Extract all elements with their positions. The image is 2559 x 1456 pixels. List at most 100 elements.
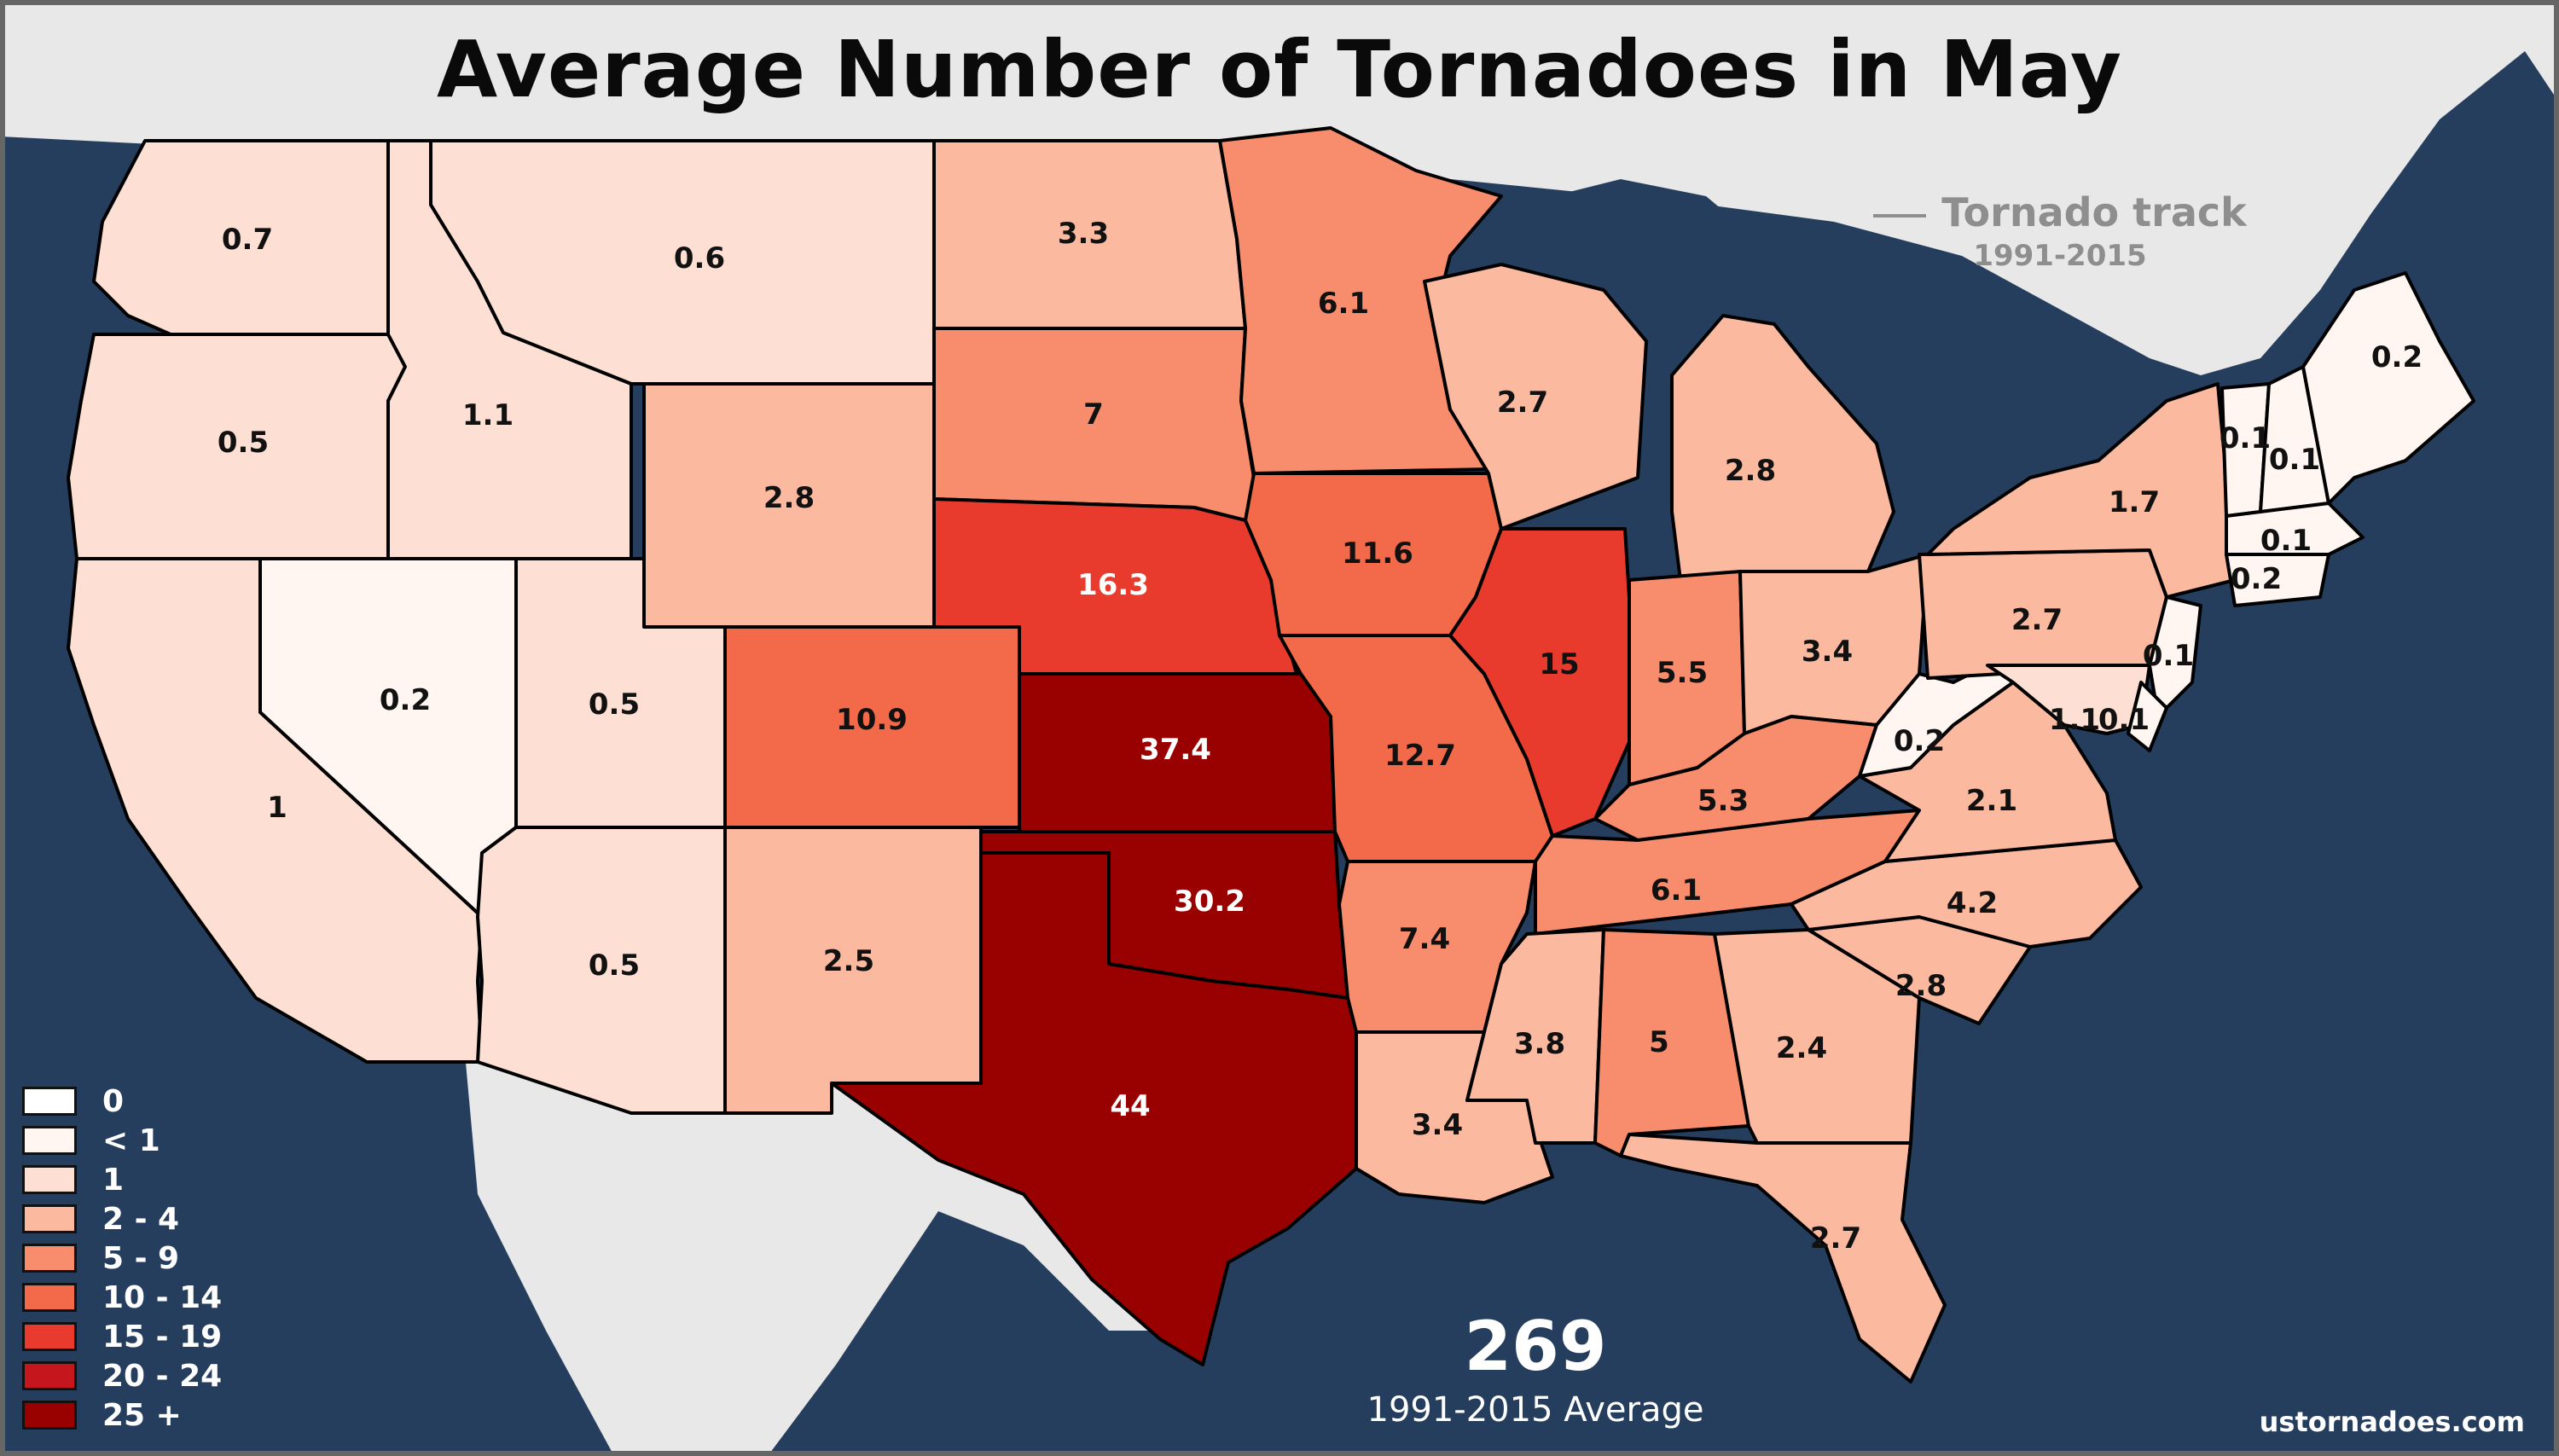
label-kentucky: 5.3 xyxy=(1697,784,1749,818)
legend-swatch xyxy=(22,1126,77,1155)
label-florida: 2.7 xyxy=(1810,1221,1861,1256)
label-massachusetts: 0.1 xyxy=(2260,524,2312,558)
label-california: 1 xyxy=(267,791,287,825)
label-maryland: 1.1 xyxy=(2049,703,2100,737)
total-count: 269 xyxy=(1464,1307,1607,1386)
label-maine: 0.2 xyxy=(2371,340,2423,374)
legend-label: 15 - 19 xyxy=(102,1319,223,1354)
label-north-carolina: 4.2 xyxy=(1947,886,1998,920)
label-south-carolina: 2.8 xyxy=(1895,969,1947,1003)
legend-swatch xyxy=(22,1165,77,1194)
label-north-dakota: 3.3 xyxy=(1058,217,1109,251)
label-new-jersey: 0.1 xyxy=(2143,639,2194,673)
legend-swatch xyxy=(22,1361,77,1390)
legend-row: 1 xyxy=(22,1160,222,1199)
label-wyoming: 2.8 xyxy=(763,481,815,515)
color-legend: 0 < 1 1 2 - 4 5 - 9 10 - 14 15 - 19 20 -… xyxy=(22,1082,222,1435)
legend-label: 1 xyxy=(102,1162,125,1198)
label-oregon: 0.5 xyxy=(218,426,269,460)
legend-label: 2 - 4 xyxy=(102,1201,180,1237)
label-iowa: 11.6 xyxy=(1342,537,1413,571)
label-delaware: 0.1 xyxy=(2098,703,2150,737)
label-montana: 0.6 xyxy=(674,241,725,276)
legend-row: 5 - 9 xyxy=(22,1238,222,1278)
legend-label: < 1 xyxy=(102,1122,160,1158)
legend-swatch xyxy=(22,1401,77,1430)
legend-label: 20 - 24 xyxy=(102,1358,223,1394)
label-virginia: 2.1 xyxy=(1966,784,2017,818)
map-title: Average Number of Tornadoes in May xyxy=(436,24,2123,115)
label-new-hampshire: 0.1 xyxy=(2269,443,2320,477)
legend-label: 5 - 9 xyxy=(102,1240,180,1276)
state-connecticut[interactable] xyxy=(2225,553,2330,607)
lake-huron xyxy=(1842,299,1962,461)
legend-swatch xyxy=(22,1244,77,1273)
label-arkansas: 7.4 xyxy=(1399,922,1450,956)
label-idaho: 1.1 xyxy=(462,398,514,432)
legend-label: 0 xyxy=(102,1083,125,1119)
state-maine[interactable] xyxy=(2301,271,2475,505)
state-massachusetts[interactable] xyxy=(2225,502,2365,556)
legend-row: 20 - 24 xyxy=(22,1356,222,1395)
label-mississippi: 3.8 xyxy=(1514,1027,1565,1061)
legend-row: 2 - 4 xyxy=(22,1199,222,1238)
state-new-jersey[interactable] xyxy=(2148,595,2202,718)
label-arizona: 0.5 xyxy=(589,948,640,983)
label-colorado: 10.9 xyxy=(836,703,908,737)
track-legend-label: Tornado track xyxy=(1941,189,2247,235)
label-minnesota: 6.1 xyxy=(1318,287,1369,321)
states-layer xyxy=(67,126,2475,1383)
track-legend-years: 1991-2015 xyxy=(1973,239,2147,273)
label-utah: 0.5 xyxy=(589,687,640,722)
legend-swatch xyxy=(22,1322,77,1351)
legend-row: 0 xyxy=(22,1082,222,1121)
label-indiana: 5.5 xyxy=(1657,656,1708,690)
track-line-icon xyxy=(1873,213,1927,218)
label-nebraska: 16.3 xyxy=(1077,568,1149,602)
label-pennsylvania: 2.7 xyxy=(2011,603,2063,637)
label-tennessee: 6.1 xyxy=(1651,873,1702,908)
legend-label: 25 + xyxy=(102,1397,182,1433)
label-connecticut: 0.2 xyxy=(2231,562,2282,596)
legend-swatch xyxy=(22,1087,77,1116)
state-delaware[interactable] xyxy=(2127,681,2168,752)
legend-row: < 1 xyxy=(22,1121,222,1160)
label-vermont: 0.1 xyxy=(2220,421,2271,455)
canada-land xyxy=(0,0,2559,375)
label-alabama: 5 xyxy=(1649,1025,1669,1059)
label-texas: 44 xyxy=(1110,1089,1150,1123)
label-west-virginia: 0.2 xyxy=(1894,724,1945,758)
state-wisconsin[interactable] xyxy=(1423,263,1648,531)
site-credit[interactable]: ustornadoes.com xyxy=(2259,1406,2525,1438)
label-michigan: 2.8 xyxy=(1725,454,1776,488)
label-georgia: 2.4 xyxy=(1776,1031,1827,1065)
state-michigan[interactable] xyxy=(1670,314,1895,582)
label-nevada: 0.2 xyxy=(380,683,431,717)
state-maryland[interactable] xyxy=(1986,664,2151,735)
state-florida[interactable] xyxy=(1619,1133,1947,1383)
label-south-dakota: 7 xyxy=(1083,397,1104,432)
lake-superior xyxy=(1416,179,1757,281)
legend-row: 10 - 14 xyxy=(22,1278,222,1317)
label-wisconsin: 2.7 xyxy=(1497,386,1548,420)
legend-swatch xyxy=(22,1283,77,1312)
track-legend: Tornado track 1991-2015 xyxy=(1872,189,2248,273)
label-kansas: 37.4 xyxy=(1140,733,1211,767)
label-illinois: 15 xyxy=(1539,647,1579,682)
legend-row: 25 + xyxy=(22,1395,222,1435)
state-texas[interactable] xyxy=(830,851,1358,1366)
legend-label: 10 - 14 xyxy=(102,1279,223,1315)
label-oklahoma: 30.2 xyxy=(1174,885,1245,919)
legend-row: 15 - 19 xyxy=(22,1317,222,1356)
total-label: 1991-2015 Average xyxy=(1367,1390,1704,1430)
legend-swatch xyxy=(22,1204,77,1233)
label-missouri: 12.7 xyxy=(1384,739,1456,773)
label-louisiana: 3.4 xyxy=(1412,1108,1463,1142)
label-new-mexico: 2.5 xyxy=(823,944,874,978)
label-ohio: 3.4 xyxy=(1802,635,1853,669)
label-new-york: 1.7 xyxy=(2109,485,2160,519)
state-labels-layer: 0.7 0.5 1 0.2 1.1 0.6 2.8 0.5 0.5 10.9 2… xyxy=(218,217,2423,1256)
label-washington: 0.7 xyxy=(222,223,273,257)
